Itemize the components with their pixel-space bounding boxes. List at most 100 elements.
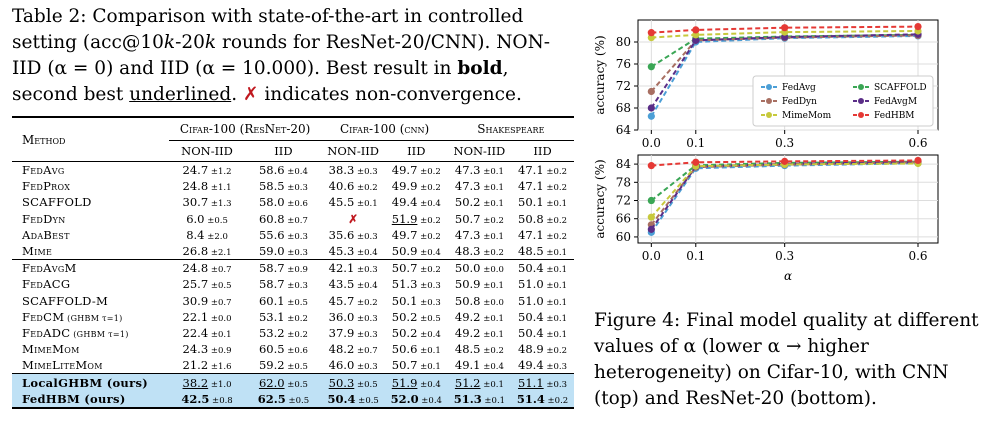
result-cell: 51.2 ±0.1: [447, 373, 512, 391]
legend-marker: [766, 112, 772, 118]
result-cell: 60.5 ±0.6: [258, 342, 308, 357]
method-name: FedHBM (ours): [12, 390, 169, 408]
table-row: SCAFFOLD-M 30.9 ±0.7 60.1 ±0.5 45.7 ±0.2 50.…: [12, 293, 574, 309]
result-cell: 55.6 ±0.3: [258, 227, 308, 242]
data-point: [914, 23, 922, 31]
x-tick-label: 0.6: [908, 249, 927, 263]
result-cell: 48.9 ±0.2: [518, 342, 567, 357]
result-cell: 59.2 ±0.5: [258, 358, 308, 373]
result-cell: 50.3 ±0.5: [321, 373, 385, 391]
table-row: FedCM (GHBM τ=1) 22.1 ±0.0 53.1 ±0.2 36.0 ±…: [12, 309, 574, 325]
result-cell: 42.5 ±0.8: [168, 390, 246, 408]
method-name: FedADC (GHBM τ=1): [22, 325, 129, 340]
method-name: FedCM (GHBM τ=1): [22, 309, 123, 324]
result-cell: 50.6 ±0.1: [391, 342, 441, 357]
table-row: MimeMom 24.3 ±0.9 60.5 ±0.6 48.2 ±0.7 50.6 ±…: [12, 341, 574, 357]
legend-label: FedDyn: [782, 97, 817, 107]
y-tick-label: 64: [616, 123, 632, 137]
group-header: Cifar-100 (cnn): [321, 117, 448, 141]
table-caption: Table 2: Comparison with state-of-the-ar…: [12, 6, 551, 105]
result-cell: 24.8 ±0.7: [168, 259, 246, 277]
result-cell: 42.1 ±0.3: [321, 259, 385, 277]
result-cell: 62.5 ±0.5: [245, 390, 322, 408]
result-cell: 47.1 ±0.2: [518, 179, 567, 194]
result-cell: 48.5 ±0.2: [454, 342, 504, 357]
result-cell: 30.7 ±1.3: [182, 195, 232, 210]
method-name: FedProx: [22, 179, 71, 194]
series-line: [650, 34, 919, 117]
result-cell: 24.8 ±1.1: [182, 179, 232, 194]
results-table: Method Cifar-100 (ResNet-20) Cifar-100 (…: [12, 116, 574, 409]
result-cell: 47.1 ±0.2: [518, 163, 567, 178]
table-row: Mime 26.8 ±2.1 59.0 ±0.3 45.3 ±0.4 50.9 ±0.4…: [12, 243, 574, 260]
legend-marker: [858, 84, 864, 90]
result-cell: 51.9 ±0.2: [391, 211, 441, 226]
legend-box: [752, 75, 934, 127]
result-cell: 21.2 ±1.6: [182, 358, 232, 373]
result-cell: 43.5 ±0.4: [328, 277, 378, 292]
legend-marker: [766, 98, 772, 104]
data-point: [647, 104, 655, 112]
series-line: [651, 30, 919, 39]
result-cell: 50.1 ±0.3: [391, 293, 441, 308]
legend-label: FedAvg: [782, 83, 816, 93]
figure-caption: Figure 4: Final model quality at differe…: [594, 310, 979, 409]
result-cell: 26.8 ±2.1: [182, 244, 232, 259]
series-line: [651, 25, 919, 34]
y-tick-label: 72: [616, 194, 631, 208]
data-point: [781, 33, 789, 41]
result-cell: 22.1 ±0.0: [182, 309, 232, 324]
table-row: FedAvgM 24.8 ±0.7 58.7 ±0.9 42.1 ±0.3 50.7 ±…: [12, 259, 574, 277]
series-line: [650, 33, 919, 109]
result-cell: 51.4 ±0.2: [511, 390, 574, 408]
subheader: IID: [533, 144, 552, 158]
result-cell: 60.1 ±0.5: [258, 293, 308, 308]
result-cell: 48.5 ±0.1: [518, 244, 567, 259]
result-cell: 50.4 ±0.1: [518, 309, 567, 324]
result-cell: 53.2 ±0.2: [258, 325, 308, 340]
method-name: FedACG: [22, 277, 71, 292]
result-cell: 35.6 ±0.3: [328, 227, 378, 242]
x-tick-label: 0.3: [775, 249, 794, 263]
y-axis-label: accuracy (%): [593, 35, 607, 114]
result-cell: 58.5 ±0.3: [258, 179, 308, 194]
result-cell: 51.3 ±0.3: [391, 277, 441, 292]
subheader: NON-IID: [181, 144, 233, 158]
result-cell: ✗: [348, 211, 358, 226]
result-cell: 45.3 ±0.4: [328, 244, 378, 259]
result-cell: 49.4 ±0.4: [391, 195, 441, 210]
table-row: SCAFFOLD 30.7 ±1.3 58.0 ±0.6 45.5 ±0.1 49.4 …: [12, 194, 574, 210]
result-cell: 49.7 ±0.2: [391, 163, 441, 178]
data-point: [781, 157, 789, 165]
result-cell: 38.2 ±1.0: [168, 373, 246, 391]
method-name: Mime: [22, 244, 53, 259]
data-point: [692, 36, 700, 44]
result-cell: 58.0 ±0.6: [258, 195, 308, 210]
method-name: SCAFFOLD: [22, 195, 92, 210]
result-cell: 51.0 ±0.1: [518, 277, 567, 292]
method-name: FedAvg: [22, 163, 65, 178]
result-cell: 50.9 ±0.1: [454, 277, 504, 292]
result-cell: 50.7 ±0.1: [391, 358, 441, 373]
subheader: IID: [407, 144, 426, 158]
y-tick-label: 66: [616, 212, 631, 226]
result-cell: 30.9 ±0.7: [182, 293, 232, 308]
result-cell: 62.0 ±0.5: [245, 373, 322, 391]
method-name: LocalGHBM (ours): [12, 373, 169, 391]
data-point: [692, 26, 700, 34]
table-row: MimeLiteMom 21.2 ±1.6 59.2 ±0.5 46.0 ±0.3 50…: [12, 357, 574, 374]
result-cell: 47.3 ±0.1: [454, 163, 504, 178]
method-name: SCAFFOLD-M: [22, 293, 109, 308]
result-cell: 50.8 ±0.2: [518, 211, 567, 226]
result-cell: 25.7 ±0.5: [182, 277, 232, 292]
legend-label: FedHBM: [874, 111, 915, 121]
result-cell: 6.0 ±0.5: [186, 211, 228, 226]
data-point: [647, 112, 655, 120]
y-tick-label: 80: [616, 35, 631, 49]
x-axis-label: α: [784, 269, 792, 283]
data-point: [647, 63, 655, 71]
result-cell: 58.6 ±0.4: [258, 163, 308, 178]
result-cell: 36.0 ±0.3: [328, 309, 378, 324]
y-axis-label: accuracy (%): [593, 159, 607, 238]
legend-label: SCAFFOLD: [874, 83, 927, 93]
